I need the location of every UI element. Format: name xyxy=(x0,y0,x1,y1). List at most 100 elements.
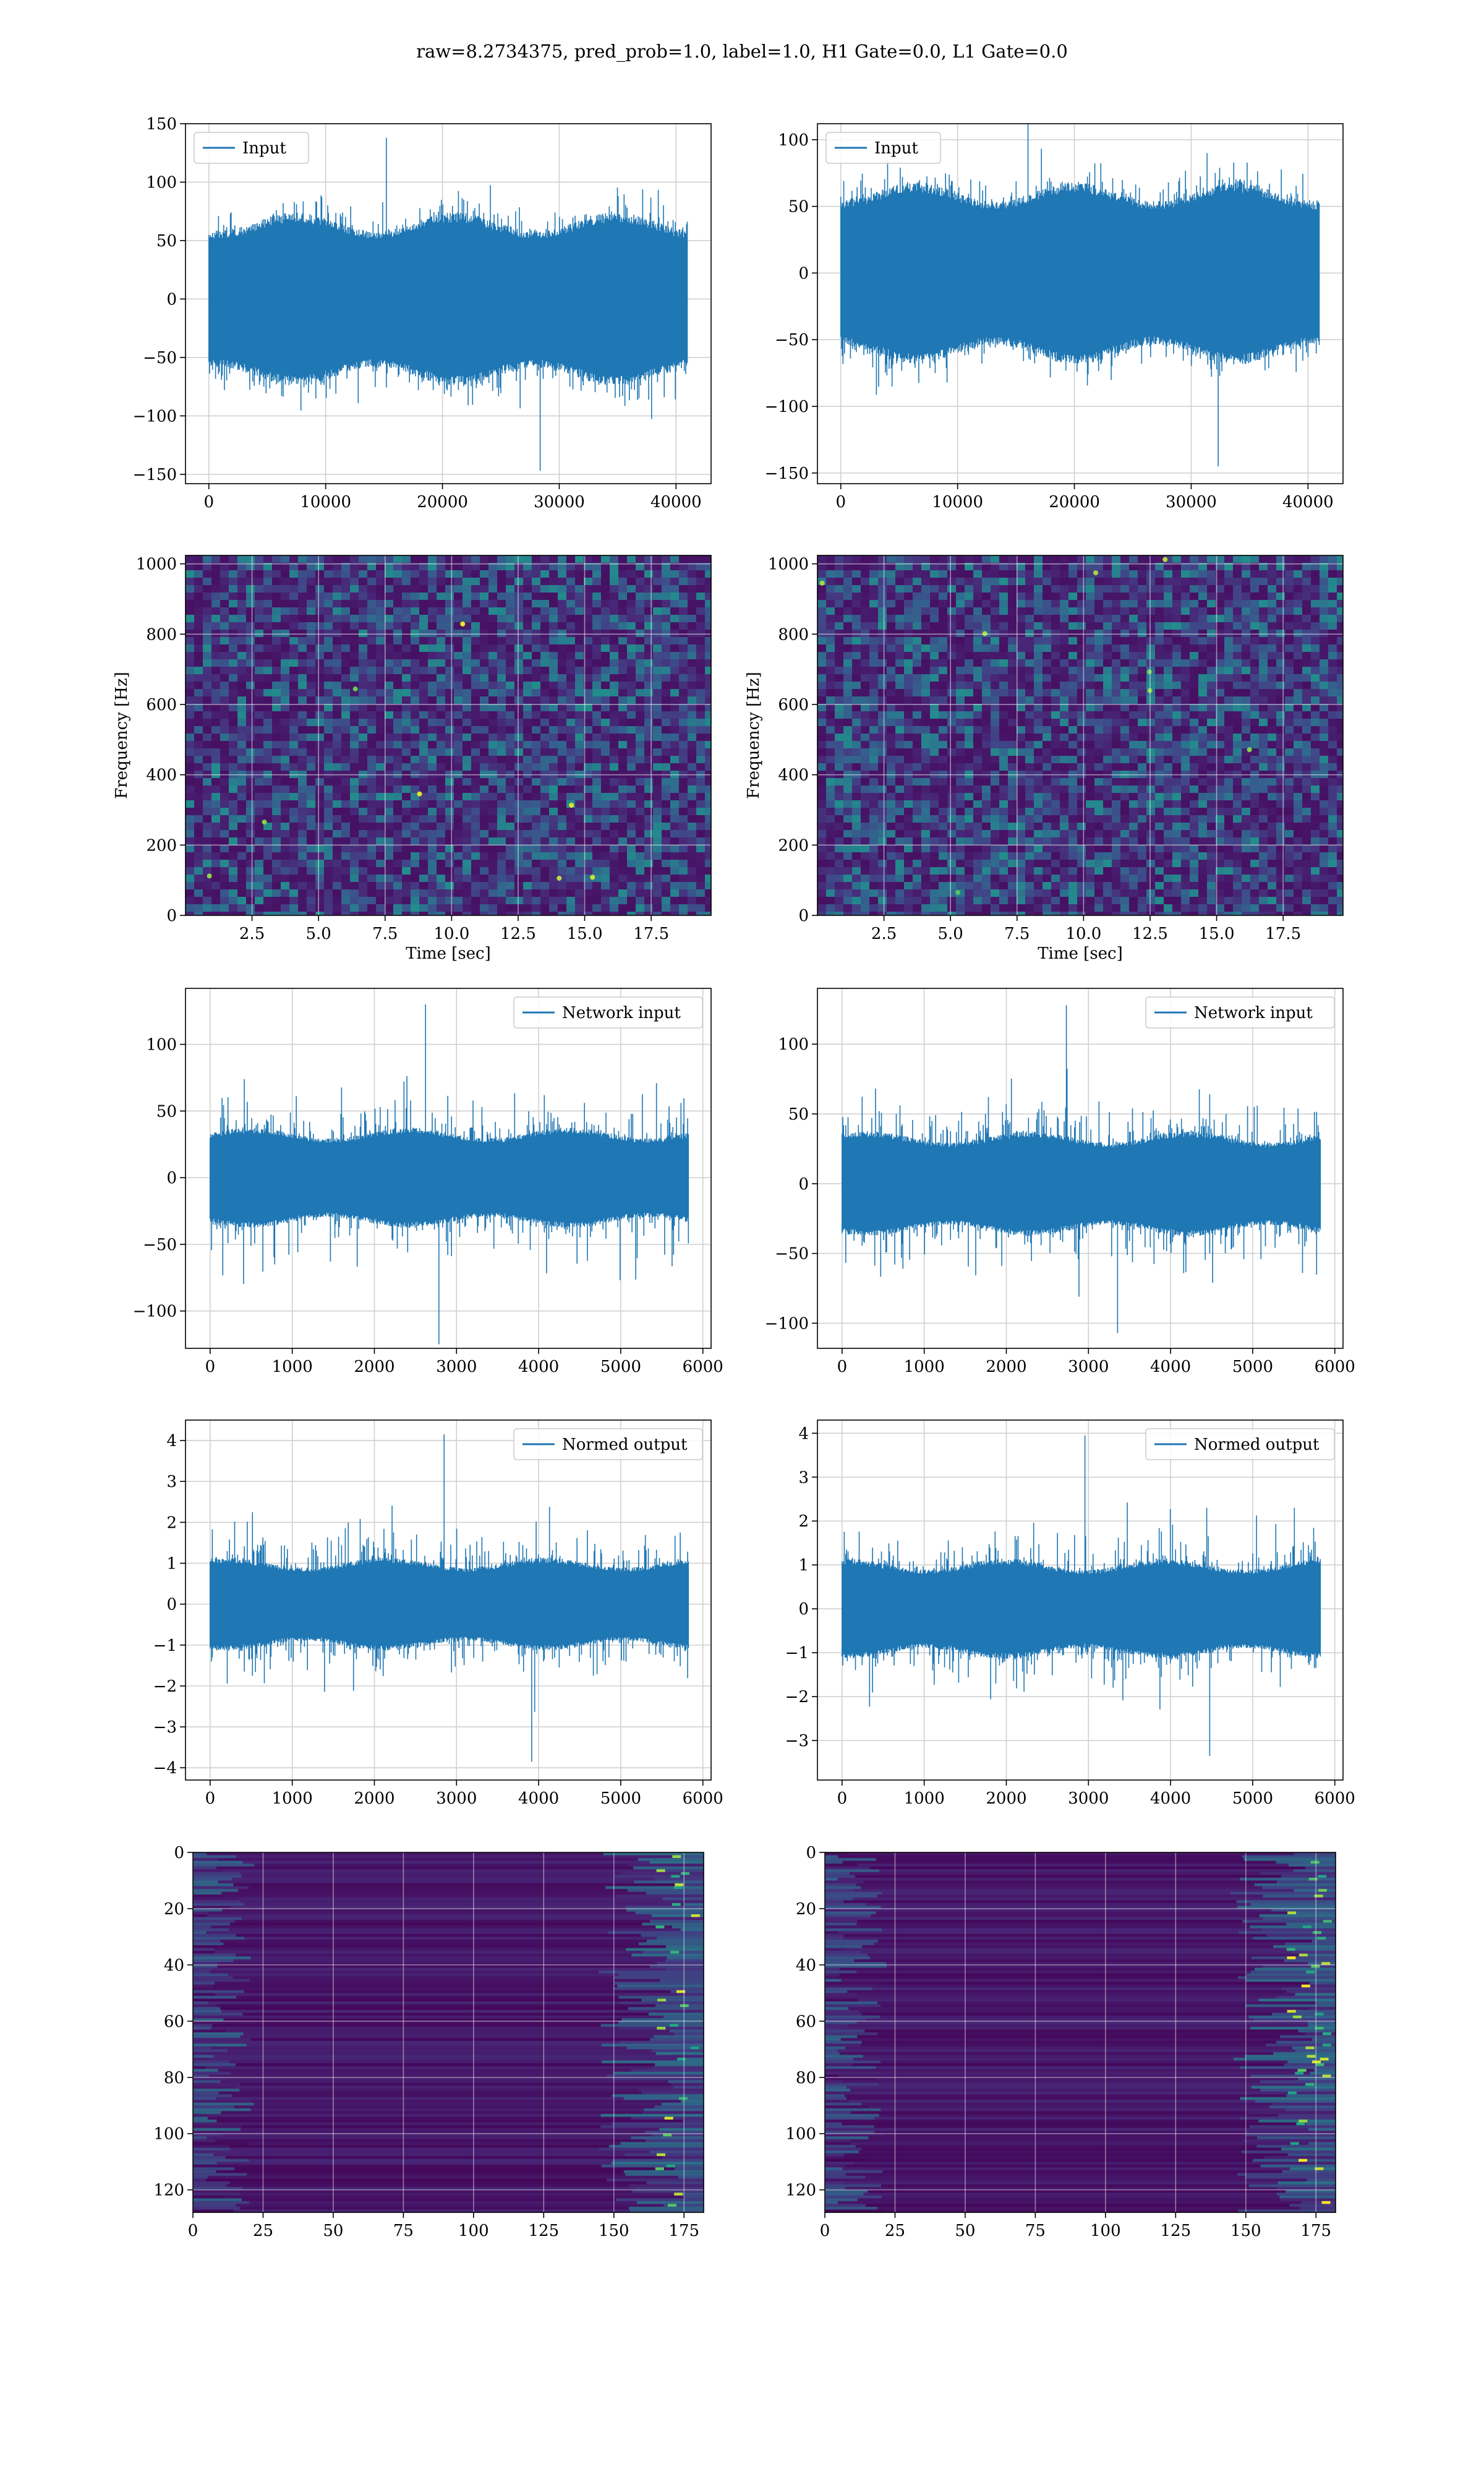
spectrogram-cell xyxy=(1302,726,1311,734)
spectrogram-cell xyxy=(376,652,385,660)
spectrogram-cell xyxy=(289,756,299,764)
spectrogram-cell xyxy=(566,756,576,764)
spectrogram-cell xyxy=(566,585,576,593)
spectrogram-cell xyxy=(1146,704,1156,712)
spectrogram-cell xyxy=(272,837,281,845)
spectrogram-cell xyxy=(1250,600,1260,608)
spectrogram-cell xyxy=(445,630,454,638)
spectrogram-cell xyxy=(333,763,342,771)
spectrogram-cell xyxy=(411,615,420,623)
spectrogram-cell xyxy=(315,667,325,675)
spectrogram-cell xyxy=(186,897,195,905)
spectrogram-cell xyxy=(869,778,879,786)
spectrogram-cell xyxy=(307,585,316,593)
spectrogram-cell xyxy=(514,689,524,697)
spectrogram-cell xyxy=(653,808,662,816)
spectrogram-cell xyxy=(939,674,948,682)
spectrogram-cell xyxy=(705,659,711,667)
spectrogram-cell xyxy=(532,778,541,786)
spectrogram-cell xyxy=(1112,704,1121,712)
spectrogram-cell xyxy=(826,756,835,764)
spectrogram-cell xyxy=(454,778,463,786)
spectrogram-cell xyxy=(194,734,203,742)
spectrogram-cell xyxy=(653,570,662,578)
spectrogram-cell xyxy=(705,882,711,890)
spectrogram-cell xyxy=(488,682,498,690)
spectrogram-cell xyxy=(636,808,645,816)
spectrogram-cell xyxy=(203,600,212,608)
spectrogram-cell xyxy=(921,748,931,756)
spectrogram-cell xyxy=(644,622,654,630)
spectrogram-cell xyxy=(688,808,697,816)
spectrogram-cell xyxy=(1164,682,1173,690)
spectrogram-cell xyxy=(584,711,593,719)
spectrogram-cell xyxy=(514,830,524,838)
spectrogram-cell xyxy=(688,630,697,638)
spectrogram-cell xyxy=(402,659,411,667)
spectrogram-cell xyxy=(566,845,576,853)
spectrogram-cell xyxy=(1077,711,1086,719)
spectrogram-cell xyxy=(463,607,472,615)
spectrogram-cell xyxy=(289,689,299,697)
spectrogram-cell xyxy=(1233,563,1242,571)
spectrogram-cell xyxy=(1276,726,1286,734)
spectrogram-cell xyxy=(1311,704,1320,712)
spectrogram-hotspot xyxy=(352,686,358,691)
spectrogram-cell xyxy=(454,815,463,823)
spectrogram-cell xyxy=(385,734,394,742)
spectrogram-cell xyxy=(1025,578,1034,586)
spectrogram-cell xyxy=(1285,615,1294,623)
spectrogram-cell xyxy=(566,593,576,601)
spectrogram-cell xyxy=(887,607,896,615)
spectrogram-cell xyxy=(627,578,636,586)
spectrogram-cell xyxy=(1051,607,1060,615)
spectrogram-cell xyxy=(454,875,463,883)
spectrogram-cell xyxy=(973,711,983,719)
spectrogram-cell xyxy=(307,889,316,897)
spectrogram-cell xyxy=(956,555,965,563)
spectrogram-cell xyxy=(1328,763,1337,771)
spectrogram-cell xyxy=(1034,555,1043,563)
spectrogram-cell xyxy=(887,711,896,719)
spectrogram-cell xyxy=(359,882,368,890)
spectrogram-cell xyxy=(506,585,515,593)
spectrogram-cell xyxy=(610,889,619,897)
spectrogram-cell xyxy=(532,719,541,727)
spectrogram-cell xyxy=(1146,644,1156,653)
spectrogram-cell xyxy=(540,637,550,645)
spectrogram-cell xyxy=(670,808,680,816)
spectrogram-cell xyxy=(263,622,273,630)
spectrogram-cell xyxy=(1207,644,1216,653)
spectrogram-cell xyxy=(350,607,359,615)
spectrogram-cell xyxy=(1034,674,1043,682)
spectrogram-cell xyxy=(1043,563,1052,571)
spectrogram-cell xyxy=(1008,607,1017,615)
spectrogram-cell xyxy=(679,845,688,853)
spectrogram-cell xyxy=(376,778,385,786)
spectrogram-cell xyxy=(1224,734,1234,742)
spectrogram-cell xyxy=(991,778,1000,786)
spectrogram-cell xyxy=(913,570,922,578)
spectrogram-cell xyxy=(246,630,255,638)
spectrogram-cell xyxy=(324,778,333,786)
spectrogram-cell xyxy=(921,622,931,630)
spectrogram-cell xyxy=(644,845,654,853)
spectrogram-cell xyxy=(454,882,463,890)
spectrogram-cell xyxy=(367,897,377,905)
spectrogram-cell xyxy=(540,860,550,868)
spectrogram-cell xyxy=(636,815,645,823)
spectrogram-cell xyxy=(584,741,593,749)
spectrogram-cell xyxy=(203,860,212,868)
spectrogram-cell xyxy=(1094,585,1104,593)
spectrogram-cell xyxy=(904,696,913,704)
y-tick-label: −50 xyxy=(775,331,809,349)
spectrogram-cell xyxy=(1034,704,1043,712)
spectrogram-cell xyxy=(930,615,939,623)
spectrogram-cell xyxy=(540,852,550,860)
spectrogram-cell xyxy=(1294,630,1303,638)
spectrogram-cell xyxy=(1017,630,1026,638)
spectrogram-cell xyxy=(662,578,671,586)
spectrogram-cell xyxy=(895,778,905,786)
spectrogram-cell xyxy=(679,763,688,771)
spectrogram-cell xyxy=(662,593,671,601)
